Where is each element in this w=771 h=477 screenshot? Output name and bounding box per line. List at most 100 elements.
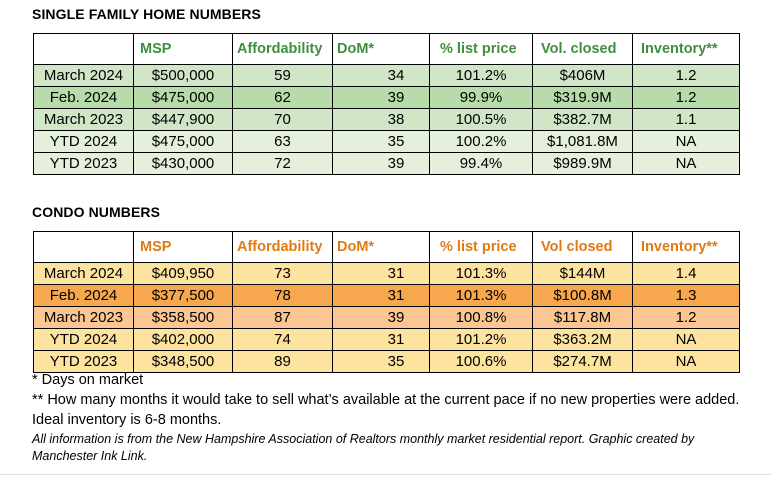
table-header-row: MSP Affordability DoM* % list price Vol.… <box>33 33 740 65</box>
cell-volume: $274.7M <box>532 350 633 373</box>
row-label: YTD 2023 <box>33 152 134 175</box>
cell-inventory: 1.4 <box>632 262 740 285</box>
footnotes: * Days on market ** How many months it w… <box>32 370 752 465</box>
row-label: YTD 2024 <box>33 328 134 351</box>
column-header-volume: Vol closed <box>532 231 633 263</box>
cell-affordability: 89 <box>232 350 333 373</box>
cell-inventory: 1.2 <box>632 306 740 329</box>
cell-dom: 34 <box>332 64 430 87</box>
cell-affordability: 70 <box>232 108 333 131</box>
column-header-msp: MSP <box>133 33 233 65</box>
table-row: YTD 2023 $430,000 72 39 99.4% $989.9M NA <box>33 152 740 175</box>
cell-dom: 31 <box>332 262 430 285</box>
cell-msp: $402,000 <box>133 328 233 351</box>
cell-msp: $430,000 <box>133 152 233 175</box>
cell-dom: 38 <box>332 108 430 131</box>
cell-list-price: 100.6% <box>429 350 533 373</box>
column-header <box>33 33 134 65</box>
cell-list-price: 101.2% <box>429 64 533 87</box>
table-row: March 2023 $447,900 70 38 100.5% $382.7M… <box>33 108 740 131</box>
row-label: Feb. 2024 <box>33 86 134 109</box>
column-header-volume: Vol. closed <box>532 33 633 65</box>
row-label: March 2023 <box>33 306 134 329</box>
cell-list-price: 101.2% <box>429 328 533 351</box>
table-row: March 2024 $409,950 73 31 101.3% $144M 1… <box>33 262 740 285</box>
table-row: Feb. 2024 $377,500 78 31 101.3% $100.8M … <box>33 284 740 307</box>
row-label: March 2024 <box>33 64 134 87</box>
cell-affordability: 59 <box>232 64 333 87</box>
cell-dom: 39 <box>332 152 430 175</box>
cell-volume: $406M <box>532 64 633 87</box>
cell-inventory: NA <box>632 152 740 175</box>
cell-msp: $447,900 <box>133 108 233 131</box>
column-header-list-price: % list price <box>429 231 533 263</box>
column-header-dom: DoM* <box>332 231 430 263</box>
column-header-affordability: Affordability <box>232 33 333 65</box>
cell-dom: 35 <box>332 350 430 373</box>
table-row: YTD 2024 $402,000 74 31 101.2% $363.2M N… <box>33 328 740 351</box>
cell-volume: $363.2M <box>532 328 633 351</box>
footnote-dom: * Days on market <box>32 372 144 388</box>
cell-volume: $117.8M <box>532 306 633 329</box>
cell-inventory: 1.2 <box>632 64 740 87</box>
table-row: March 2023 $358,500 87 39 100.8% $117.8M… <box>33 306 740 329</box>
cell-inventory: 1.2 <box>632 86 740 109</box>
cell-list-price: 99.9% <box>429 86 533 109</box>
cell-volume: $1,081.8M <box>532 130 633 153</box>
row-label: YTD 2024 <box>33 130 134 153</box>
cell-affordability: 78 <box>232 284 333 307</box>
source-note: All information is from the New Hampshir… <box>32 432 695 463</box>
cell-msp: $500,000 <box>133 64 233 87</box>
cell-list-price: 101.3% <box>429 284 533 307</box>
cell-affordability: 63 <box>232 130 333 153</box>
cell-list-price: 101.3% <box>429 262 533 285</box>
cell-affordability: 72 <box>232 152 333 175</box>
column-header-affordability: Affordability <box>232 231 333 263</box>
cell-dom: 31 <box>332 284 430 307</box>
column-header-dom: DoM* <box>332 33 430 65</box>
cell-list-price: 99.4% <box>429 152 533 175</box>
condo-title: CONDO NUMBERS <box>32 204 161 220</box>
cell-volume: $989.9M <box>532 152 633 175</box>
cell-affordability: 87 <box>232 306 333 329</box>
cell-inventory: 1.3 <box>632 284 740 307</box>
cell-inventory: NA <box>632 130 740 153</box>
cell-msp: $475,000 <box>133 130 233 153</box>
column-header <box>33 231 134 263</box>
row-label: Feb. 2024 <box>33 284 134 307</box>
cell-msp: $348,500 <box>133 350 233 373</box>
row-label: March 2024 <box>33 262 134 285</box>
cell-inventory: NA <box>632 328 740 351</box>
cell-inventory: NA <box>632 350 740 373</box>
table-row: March 2024 $500,000 59 34 101.2% $406M 1… <box>33 64 740 87</box>
cell-list-price: 100.2% <box>429 130 533 153</box>
cell-list-price: 100.8% <box>429 306 533 329</box>
row-label: March 2023 <box>33 108 134 131</box>
cell-volume: $382.7M <box>532 108 633 131</box>
cell-dom: 35 <box>332 130 430 153</box>
cell-volume: $100.8M <box>532 284 633 307</box>
table-row: Feb. 2024 $475,000 62 39 99.9% $319.9M 1… <box>33 86 740 109</box>
single-family-table: MSP Affordability DoM* % list price Vol.… <box>33 33 740 175</box>
single-family-title: SINGLE FAMILY HOME NUMBERS <box>32 6 261 22</box>
row-label: YTD 2023 <box>33 350 134 373</box>
cell-affordability: 74 <box>232 328 333 351</box>
cell-msp: $358,500 <box>133 306 233 329</box>
cell-dom: 31 <box>332 328 430 351</box>
cell-volume: $319.9M <box>532 86 633 109</box>
column-header-inventory: Inventory** <box>632 33 740 65</box>
cell-msp: $409,950 <box>133 262 233 285</box>
column-header-msp: MSP <box>133 231 233 263</box>
cell-dom: 39 <box>332 306 430 329</box>
condo-table: MSP Affordability DoM* % list price Vol … <box>33 231 740 373</box>
cell-volume: $144M <box>532 262 633 285</box>
divider <box>0 474 771 475</box>
cell-msp: $377,500 <box>133 284 233 307</box>
table-row: YTD 2024 $475,000 63 35 100.2% $1,081.8M… <box>33 130 740 153</box>
footnote-inventory: ** How many months it would take to sell… <box>32 392 740 428</box>
table-header-row: MSP Affordability DoM* % list price Vol … <box>33 231 740 263</box>
column-header-inventory: Inventory** <box>632 231 740 263</box>
cell-inventory: 1.1 <box>632 108 740 131</box>
cell-msp: $475,000 <box>133 86 233 109</box>
cell-affordability: 73 <box>232 262 333 285</box>
